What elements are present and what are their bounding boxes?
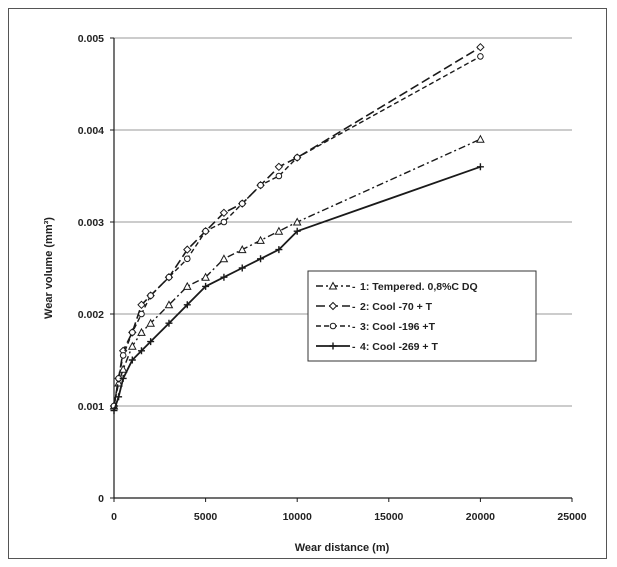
series-4-point	[293, 227, 301, 235]
x-tick-label: 0	[111, 511, 117, 523]
x-tick-label: 10000	[283, 511, 312, 523]
series-layer	[109, 42, 485, 415]
series-1-point	[164, 300, 174, 309]
series-3-point	[293, 154, 301, 161]
series-4-point	[275, 246, 283, 254]
series-3-point	[202, 227, 209, 235]
axes-layer	[110, 37, 573, 502]
series-3	[110, 53, 484, 410]
series-3-point	[220, 218, 228, 226]
legend-label: 4: Cool -269 + T	[360, 341, 438, 353]
series-1-point	[274, 226, 284, 235]
y-tick-label: 0	[98, 493, 104, 505]
series-2-point	[219, 208, 229, 218]
series-3-point	[165, 273, 173, 281]
legend-items: -1: Tempered. 0,8%C DQ- 2: Cool -70 + T- 3…	[316, 281, 478, 353]
y-tick-label: 0.004	[78, 125, 104, 137]
series-3-point	[129, 329, 136, 336]
x-tick-label: 25000	[557, 511, 586, 523]
legend-prefix: -	[352, 321, 356, 333]
y-tick-label: 0.002	[78, 309, 104, 321]
series-1-point	[219, 254, 229, 263]
series-2-point	[476, 42, 485, 52]
series-2-point	[183, 245, 192, 254]
series-4-point	[220, 273, 228, 281]
series-1-point	[127, 341, 137, 350]
y-tick-label: 0.001	[78, 401, 104, 413]
series-2-point	[274, 162, 284, 172]
series-3-point	[119, 352, 127, 359]
legend-label: 3: Cool -196 +T	[360, 321, 436, 333]
series-4-point	[119, 374, 127, 382]
legend-prefix: -	[352, 341, 356, 353]
series-1-point	[256, 235, 265, 244]
series-3-point	[138, 310, 145, 318]
legend-entry: -2: Cool -70 + T	[316, 301, 433, 313]
legend-prefix: -	[352, 281, 356, 293]
series-4-point	[128, 356, 136, 364]
legend-label: 2: Cool -70 + T	[360, 301, 433, 313]
series-4-point	[115, 393, 123, 401]
legend-prefix: -	[352, 301, 356, 313]
series-4-point	[202, 282, 210, 290]
series-4-point	[183, 301, 191, 309]
series-1-point	[137, 327, 146, 336]
legend-entry: -1: Tempered. 0,8%C DQ	[316, 281, 478, 293]
x-tick-label: 5000	[194, 511, 218, 523]
series-1-point	[237, 245, 247, 254]
series-1-point	[146, 318, 155, 327]
series-4-point	[476, 163, 484, 171]
y-tick-label: 0.005	[78, 33, 104, 45]
legend: -1: Tempered. 0,8%C DQ- 2: Cool -70 + T- 3…	[307, 270, 537, 362]
series-4-point	[137, 347, 145, 355]
series-1-line	[113, 138, 481, 407]
series-3-point	[183, 255, 191, 263]
legend-marker	[328, 301, 338, 311]
x-axis-title: Wear distance (m)	[295, 542, 390, 554]
series-3-point	[238, 200, 246, 207]
legend-marker	[328, 281, 338, 290]
series-4-point	[110, 407, 118, 415]
legend-marker	[329, 342, 337, 350]
legend-label: 1: Tempered. 0,8%C DQ	[360, 281, 478, 293]
series-1-point	[118, 364, 128, 373]
series-3-point	[477, 53, 484, 60]
series-4-point	[238, 264, 246, 272]
legend-entry: -3: Cool -196 +T	[316, 321, 436, 333]
x-tick-label: 20000	[466, 511, 495, 523]
series-4	[110, 163, 484, 415]
x-tick-label: 15000	[374, 511, 403, 523]
y-tick-label: 0.003	[78, 217, 104, 229]
series-1-point	[476, 134, 485, 143]
chart-frame	[8, 8, 607, 559]
series-1-point	[201, 272, 210, 281]
legend-marker	[329, 322, 337, 330]
series-4-point	[165, 319, 173, 327]
series-1-point	[182, 281, 192, 290]
y-axis-title: Wear volume (mm³)	[43, 217, 55, 319]
series-4-point	[257, 255, 265, 263]
series-1-point	[292, 217, 302, 226]
series-3-point	[257, 181, 264, 189]
ticks-layer: 0 0.001 0.002 0.003 0.004 0.005 0 5000 10000 1500…	[78, 33, 587, 523]
series-2-point	[137, 300, 146, 310]
series-4-point	[147, 338, 155, 346]
series-3-point	[275, 172, 283, 180]
legend-entry: -4: Cool -269 + T	[316, 341, 438, 353]
series-3-point	[147, 292, 154, 299]
